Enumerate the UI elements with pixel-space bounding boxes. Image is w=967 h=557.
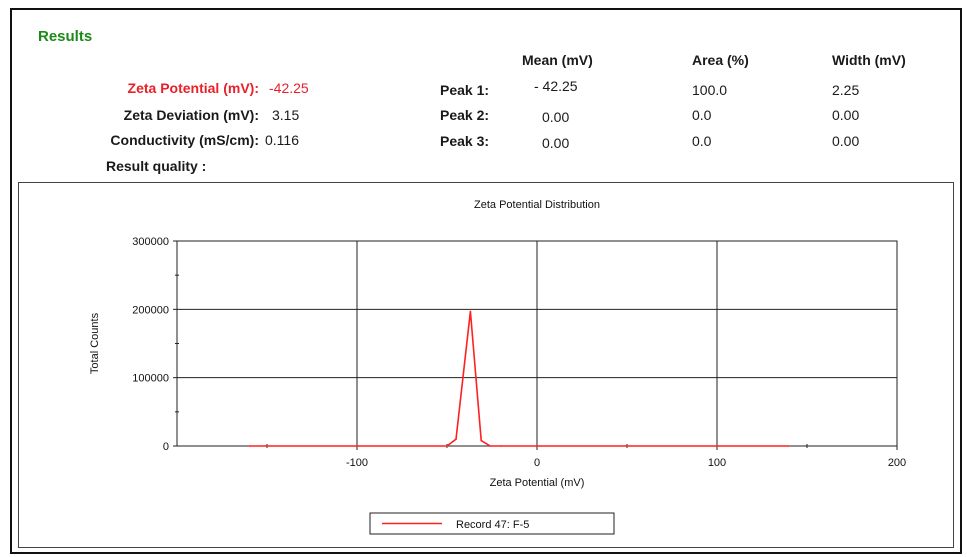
peak-1-width: 2.25 bbox=[832, 82, 860, 98]
data-point bbox=[455, 438, 457, 440]
column-header-width: Width (mV) bbox=[832, 52, 906, 68]
x-tick-label: -100 bbox=[346, 457, 368, 469]
peak-1-mean: - 42.25 bbox=[534, 78, 578, 94]
y-tick-label: 200000 bbox=[132, 304, 169, 316]
data-point bbox=[469, 310, 472, 313]
zeta-potential-distribution-chart: Zeta Potential Distribution -100 0 100 200 0 1… bbox=[89, 199, 906, 535]
peak-2-width: 0.00 bbox=[832, 107, 860, 123]
legend-label: Record 47: F-5 bbox=[456, 519, 529, 531]
results-title: Results bbox=[38, 28, 93, 45]
x-tick-label: 100 bbox=[708, 457, 726, 469]
x-tick-label: 200 bbox=[888, 457, 906, 469]
results-panel: Results Mean (mV) Area (%) Width (mV) Ze… bbox=[10, 8, 962, 554]
y-axis-label: Total Counts bbox=[89, 312, 101, 374]
series-line-1 bbox=[249, 311, 789, 447]
y-tick-label: 100000 bbox=[132, 373, 169, 385]
zeta-potential-value: -42.25 bbox=[269, 80, 309, 96]
x-tick-label: 0 bbox=[534, 457, 540, 469]
column-header-area: Area (%) bbox=[692, 52, 749, 68]
peak-3-area: 0.0 bbox=[692, 133, 712, 149]
data-point bbox=[248, 445, 250, 447]
zeta-deviation-value: 3.15 bbox=[272, 107, 300, 123]
peak-2-label: Peak 2: bbox=[440, 107, 490, 123]
conductivity-label: Conductivity (mS/cm): bbox=[110, 132, 259, 148]
y-tick-label: 300000 bbox=[132, 236, 169, 248]
conductivity-value: 0.116 bbox=[265, 132, 299, 148]
peak-1-area: 100.0 bbox=[692, 82, 728, 98]
data-point bbox=[489, 445, 492, 447]
y-tick-label: 0 bbox=[163, 441, 169, 453]
result-quality-label: Result quality : bbox=[106, 158, 207, 174]
peak-3-label: Peak 3: bbox=[440, 133, 490, 149]
data-point bbox=[788, 445, 790, 447]
chart-panel: Zeta Potential Distribution -100 0 100 200 0 1… bbox=[18, 182, 954, 548]
data-point bbox=[500, 445, 502, 447]
peak-3-width: 0.00 bbox=[832, 133, 860, 149]
peak-2-mean: 0.00 bbox=[542, 109, 570, 125]
zeta-potential-label: Zeta Potential (mV): bbox=[127, 80, 259, 96]
peak-2-area: 0.0 bbox=[692, 107, 712, 123]
column-header-mean: Mean (mV) bbox=[522, 52, 593, 68]
peak-1-label: Peak 1: bbox=[440, 82, 490, 98]
data-point bbox=[480, 439, 483, 442]
data-point bbox=[446, 445, 448, 447]
chart-title: Zeta Potential Distribution bbox=[474, 199, 600, 211]
legend-box bbox=[369, 512, 615, 535]
peak-3-mean: 0.00 bbox=[542, 135, 570, 151]
zeta-deviation-label: Zeta Deviation (mV): bbox=[123, 107, 259, 123]
x-axis-label: Zeta Potential (mV) bbox=[490, 477, 585, 489]
